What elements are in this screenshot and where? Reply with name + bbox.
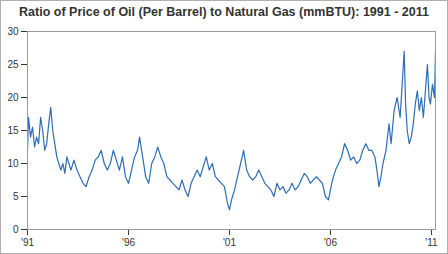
svg-text:5: 5 xyxy=(13,191,19,202)
svg-text:'11: '11 xyxy=(425,237,438,248)
svg-text:20: 20 xyxy=(7,92,19,103)
svg-text:10: 10 xyxy=(7,158,19,169)
svg-text:0: 0 xyxy=(13,224,19,235)
html-text:Ratio of Price of Oil (Per Bar: Ratio of Price of Oil (Per Barrel) to Na… xyxy=(19,5,429,19)
svg-text:30: 30 xyxy=(7,26,19,37)
svg-text:15: 15 xyxy=(7,125,19,136)
svg-text:'96: '96 xyxy=(122,237,135,248)
svg-text:25: 25 xyxy=(7,59,19,70)
svg-text:'91: '91 xyxy=(21,237,34,248)
svg-text:'01: '01 xyxy=(223,237,236,248)
svg-text:'06: '06 xyxy=(324,237,337,248)
